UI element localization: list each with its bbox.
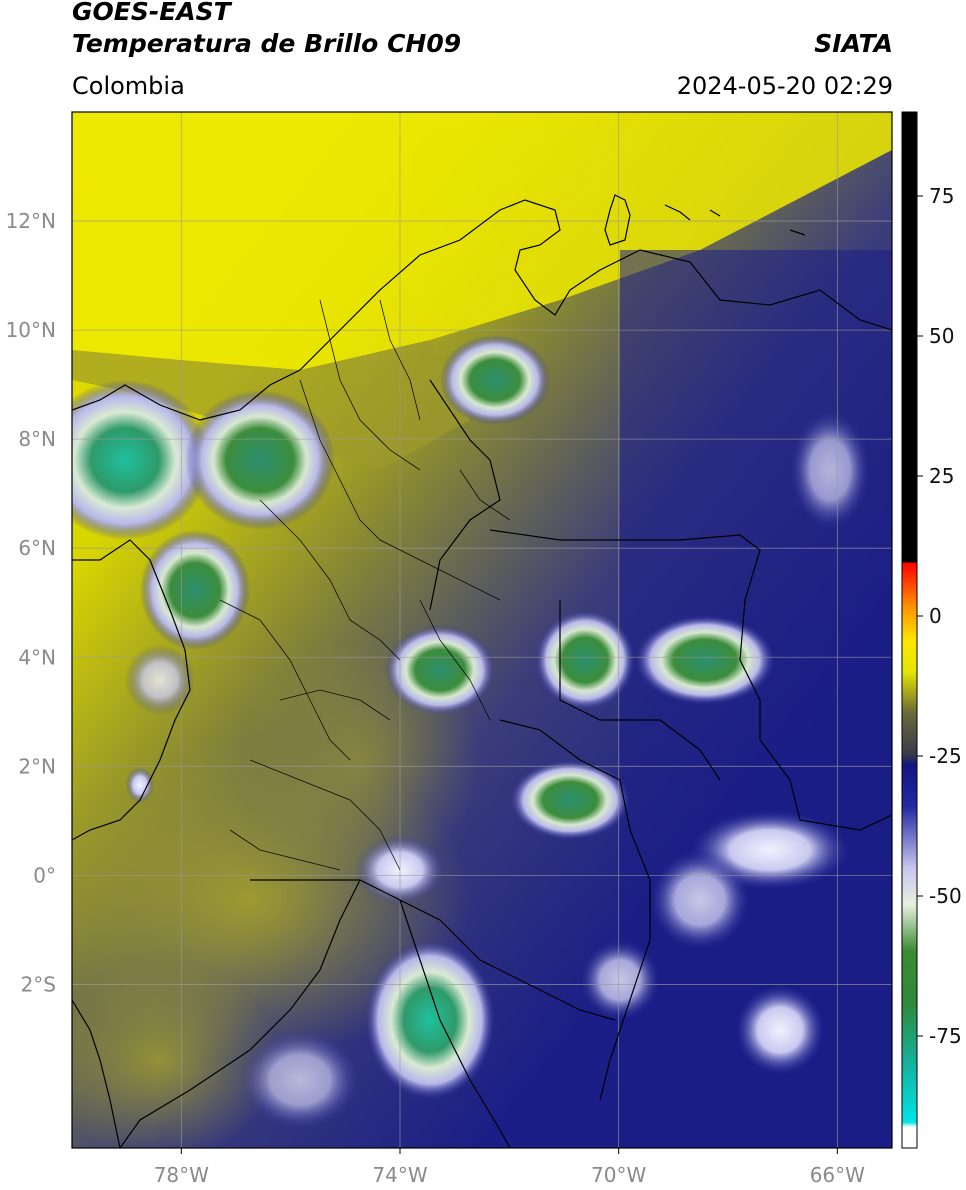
x-axis-ticks: 78°W 74°W 70°W 66°W <box>154 1148 865 1187</box>
x-tick-label: 74°W <box>372 1163 427 1187</box>
colorbar: 75 50 25 0 -25 -50 -75 <box>901 111 962 1149</box>
region-label: Colombia <box>72 72 185 100</box>
y-tick-label: 0° <box>33 863 56 887</box>
colorbar-tick-label: -50 <box>929 884 962 908</box>
satellite-image <box>72 112 892 1148</box>
coastlines <box>72 194 892 1148</box>
colorbar-tick-label: 0 <box>929 604 942 628</box>
y-tick-label: 2°S <box>21 972 56 996</box>
colorbar-tick-label: 25 <box>929 464 954 488</box>
colorbar-tick-label: -25 <box>929 744 962 768</box>
colorbar-ticks: 75 50 25 0 -25 -50 -75 <box>917 184 962 1048</box>
x-tick-label: 66°W <box>810 1163 865 1187</box>
x-tick-label: 70°W <box>591 1163 646 1187</box>
colorbar-tick-label: 75 <box>929 184 954 208</box>
y-tick-label: 4°N <box>18 645 56 669</box>
y-tick-label: 8°N <box>18 427 56 451</box>
x-tick-label: 78°W <box>154 1163 209 1187</box>
y-tick-label: 10°N <box>6 318 56 342</box>
map-frame <box>71 111 893 1149</box>
y-tick-label: 12°N <box>6 209 56 233</box>
datetime-label: 2024-05-20 02:29 <box>676 72 893 100</box>
colorbar-tick-label: -75 <box>929 1024 962 1048</box>
colorbar-tick-label: 50 <box>929 324 954 348</box>
product-title: Temperatura de Brillo CH09 <box>72 29 462 58</box>
colorbar-frame <box>901 111 918 1149</box>
y-tick-label: 2°N <box>18 754 56 778</box>
colorbar-gradient <box>902 112 917 1148</box>
gridlines <box>72 112 892 1148</box>
satellite-title: GOES-EAST <box>72 0 231 26</box>
y-axis-ticks: 12°N 10°N 8°N 6°N 4°N 2°N 0° 2°S <box>6 209 56 996</box>
admin-boundaries <box>219 299 511 871</box>
organization-label: SIATA <box>814 29 893 58</box>
y-tick-label: 6°N <box>18 536 56 560</box>
